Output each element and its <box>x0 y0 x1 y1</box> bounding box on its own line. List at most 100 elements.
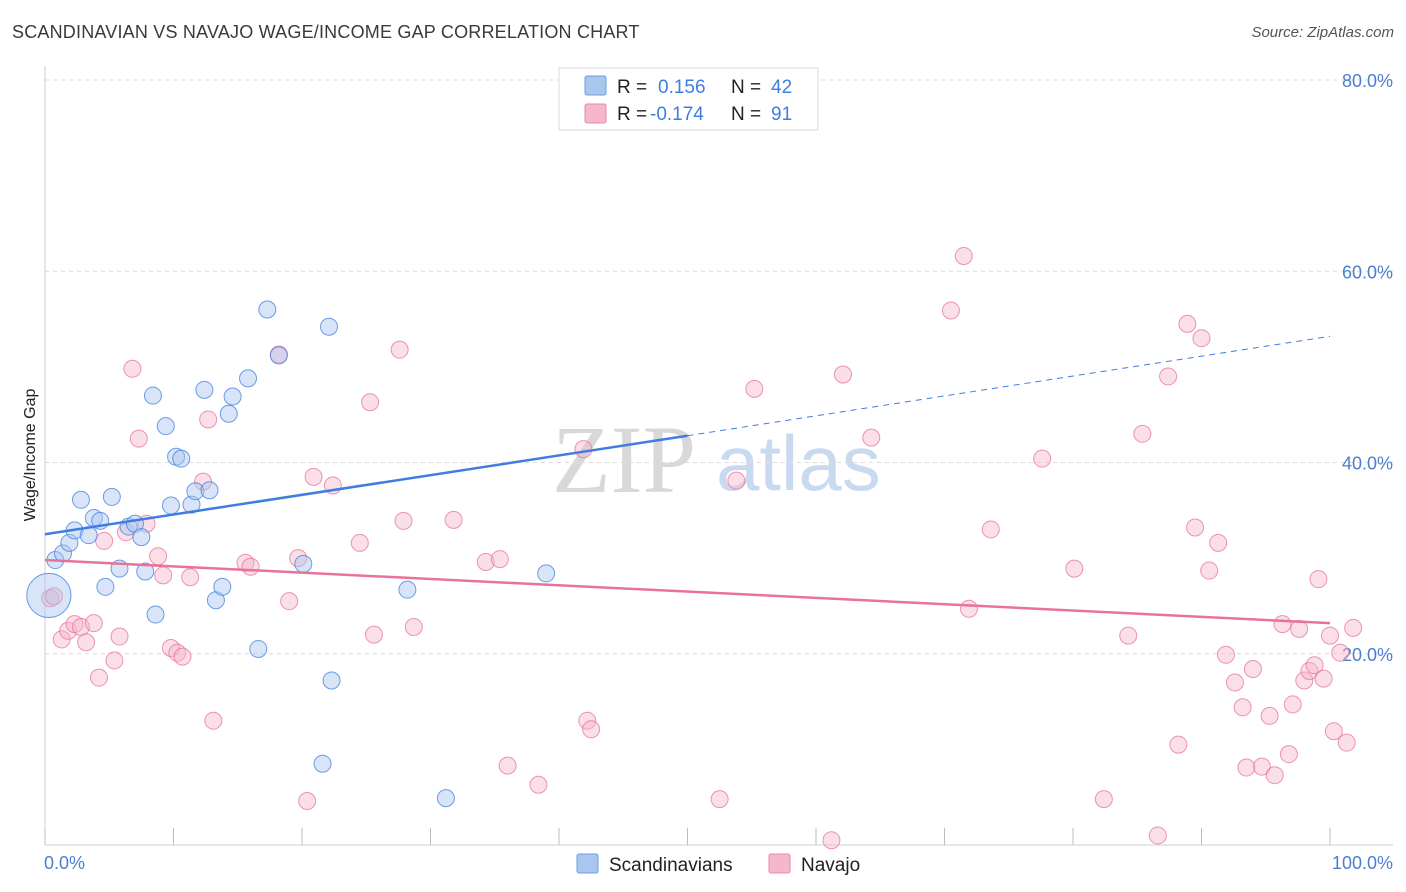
navajo-point <box>1265 766 1284 785</box>
scandinavian-point <box>172 449 191 468</box>
navajo-point <box>833 365 852 384</box>
navajo-point <box>77 633 96 652</box>
navajo-point <box>1065 559 1084 578</box>
navajo-point <box>44 587 63 606</box>
navajo-point <box>1186 518 1205 537</box>
scandinavian-point <box>26 572 72 619</box>
navajo-point <box>862 428 881 447</box>
navajo-point <box>364 625 383 644</box>
navajo-point <box>822 831 841 850</box>
navajo-point <box>361 393 380 412</box>
navajo-point <box>578 711 597 730</box>
navajo-point <box>1094 790 1113 809</box>
navajo-point <box>154 566 173 585</box>
navajo-point <box>1209 533 1228 552</box>
scandinavian-point <box>258 300 277 319</box>
scandinavian-point <box>313 754 332 773</box>
navajo-point <box>1237 758 1256 777</box>
scandinavian-point <box>71 490 90 509</box>
source-attribution: Source: ZipAtlas.com <box>1251 24 1394 41</box>
scandinavian-point <box>200 481 219 500</box>
navajo-point <box>181 568 200 587</box>
scandinavian-point <box>294 554 313 573</box>
legend-r-value-1: 0.156 <box>658 77 706 98</box>
scandinavian-point <box>182 495 201 514</box>
scandinavian-point <box>161 496 180 515</box>
navajo-point <box>1273 615 1292 634</box>
scandinavian-point <box>102 487 121 506</box>
scandinavian-point <box>322 671 341 690</box>
y-tick-label: 80.0% <box>1342 71 1393 91</box>
y-tick-label: 40.0% <box>1342 454 1393 474</box>
scandinavian-point <box>132 528 151 547</box>
navajo-point <box>582 720 601 739</box>
navajo-point <box>105 651 124 670</box>
legend-n-label-1: N = <box>731 77 761 98</box>
navajo-point <box>1260 706 1279 725</box>
x-tick-label-max: 100.0% <box>1332 853 1393 873</box>
navajo-point <box>350 533 369 552</box>
navajo-point <box>1033 449 1052 468</box>
legend-r-label-2: R = <box>617 104 647 125</box>
scandinavian-point <box>537 564 556 583</box>
scandinavian-point <box>269 346 288 365</box>
scandinavian-point <box>249 639 268 658</box>
legend-swatch-scandinavians <box>584 75 607 96</box>
navajo-point <box>1119 626 1138 645</box>
scandinavian-point <box>195 380 214 399</box>
navajo-points <box>41 246 1363 850</box>
navajo-point <box>280 592 299 611</box>
navajo-point <box>173 647 192 666</box>
navajo-point <box>954 246 973 265</box>
navajo-point <box>490 550 509 569</box>
navajo-point <box>727 471 746 490</box>
scandinavian-point <box>186 482 205 501</box>
navajo-point <box>1178 314 1197 333</box>
navajo-point <box>1159 367 1178 386</box>
scandinavian-point <box>146 605 165 624</box>
navajo-point <box>1243 660 1262 679</box>
navajo-point <box>129 429 148 448</box>
legend-r-label-1: R = <box>617 77 647 98</box>
navajo-point <box>89 668 108 687</box>
navajo-point <box>199 410 218 429</box>
navajo-point <box>1300 661 1319 680</box>
scandinavian-point <box>239 369 258 388</box>
navajo-point <box>941 301 960 320</box>
navajo-point <box>1337 733 1356 752</box>
x-tick-label-min: 0.0% <box>44 853 85 873</box>
navajo-point <box>1216 645 1235 664</box>
navajo-point <box>149 547 168 566</box>
scandinavian-point <box>156 417 175 436</box>
navajo-point <box>498 756 517 775</box>
navajo-point <box>529 775 548 794</box>
navajo-point <box>1295 671 1314 690</box>
trend-lines <box>44 335 1331 625</box>
navajo-point <box>1192 329 1211 348</box>
navajo-trend-line <box>44 558 1331 625</box>
navajo-point <box>289 549 308 568</box>
scandinavian-trend-line <box>44 434 688 536</box>
navajo-point <box>1283 695 1302 714</box>
navajo-point <box>298 792 317 811</box>
scandinavian-point <box>213 577 232 596</box>
bottom-legend-label-navajo: Navajo <box>801 855 860 876</box>
scandinavian-point <box>319 317 338 336</box>
navajo-point <box>574 440 593 459</box>
navajo-point <box>84 614 103 633</box>
navajo-point <box>404 617 423 636</box>
y-tick-label: 60.0% <box>1342 262 1393 282</box>
scandinavian-point <box>136 562 155 581</box>
navajo-point <box>476 552 495 571</box>
navajo-point <box>1309 570 1328 589</box>
scandinavian-trend-extension <box>687 335 1331 437</box>
navajo-point <box>1331 643 1350 662</box>
navajo-point <box>745 379 764 398</box>
correlation-legend: R = 0.156 N = 42 R = -0.174 N = 91 <box>558 67 819 131</box>
y-tick-label: 20.0% <box>1342 645 1393 665</box>
navajo-point <box>1233 698 1252 717</box>
navajo-point <box>1314 669 1333 688</box>
axis-layer: 20.0% 40.0% 60.0% 80.0% <box>44 66 1393 846</box>
navajo-point <box>1225 673 1244 692</box>
navajo-point <box>1321 626 1339 645</box>
